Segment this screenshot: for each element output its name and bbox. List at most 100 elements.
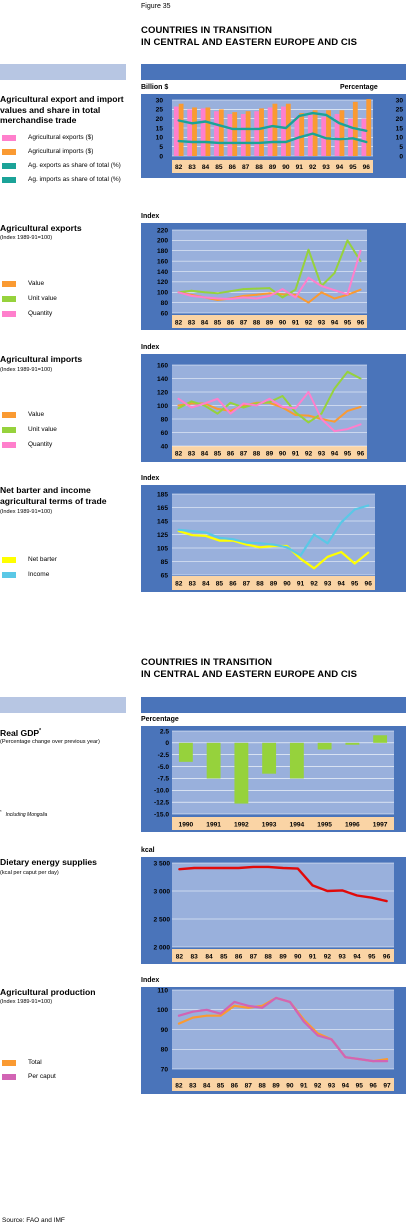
bar	[326, 110, 331, 156]
x-tick-label: 92	[310, 581, 318, 588]
data-point	[282, 867, 284, 869]
x-tick-label: 1995	[317, 822, 332, 829]
x-tick-label: 86	[229, 164, 237, 171]
imports-panel-subtitle: (Index 1989-91=100)	[0, 367, 53, 373]
x-tick-label: 85	[214, 320, 222, 327]
x-tick-label: 82	[175, 581, 183, 588]
y-tick-label: -10.0	[154, 788, 169, 795]
x-tick-label: 87	[243, 581, 251, 588]
x-tick-label: 84	[205, 954, 213, 961]
data-point	[294, 407, 297, 410]
data-point	[271, 125, 274, 128]
x-tick-label: 92	[305, 451, 313, 458]
x-tick-label: 93	[324, 581, 332, 588]
data-point	[242, 402, 245, 405]
x-tick-band	[172, 315, 367, 328]
data-point	[320, 418, 323, 420]
legend-swatch	[2, 281, 16, 287]
y-tick-label: -2.5	[158, 752, 170, 759]
data-point	[268, 397, 271, 400]
gdp-footnote: *Including Mongolia	[0, 809, 47, 818]
data-point	[191, 1010, 194, 1013]
x-tick-band	[172, 576, 375, 590]
x-tick-label: 1990	[179, 822, 194, 829]
data-point	[191, 141, 193, 143]
data-point	[320, 285, 323, 287]
x-tick-label: 94	[331, 320, 339, 327]
gdp-panel-subtitle: (Percentage change over previous year)	[0, 739, 100, 745]
x-tick-label: 1997	[373, 822, 388, 829]
x-tick-label: 90	[286, 1083, 294, 1090]
x-tick-label: 91	[309, 954, 317, 961]
data-point	[296, 867, 299, 870]
data-point	[346, 370, 349, 373]
data-point	[359, 260, 362, 263]
gdp-title-text: Real GDP	[0, 727, 40, 738]
data-point	[386, 1058, 388, 1061]
bar	[173, 106, 179, 156]
data-point	[320, 412, 323, 415]
x-tick-label: 83	[188, 451, 196, 458]
x-tick-label: 85	[215, 164, 223, 171]
x-tick-label: 86	[227, 451, 235, 458]
gdp-footnote-text: Including Mongolia	[5, 811, 48, 818]
data-point	[298, 114, 301, 117]
bar	[361, 118, 367, 156]
legend-swatch	[2, 572, 16, 578]
legend-swatch	[2, 412, 16, 418]
legend-label: Unit value	[28, 426, 57, 433]
data-point	[281, 293, 284, 296]
data-point	[255, 287, 258, 290]
y-tick-label: 65	[161, 572, 169, 579]
data-point	[177, 119, 180, 122]
data-point	[190, 406, 193, 409]
des-unit: kcal	[141, 847, 155, 854]
data-point	[359, 405, 362, 408]
bar	[214, 111, 219, 156]
data-point	[346, 239, 349, 242]
x-tick-label: 95	[356, 1083, 364, 1090]
data-point	[367, 551, 370, 554]
x-tick-label: 82	[175, 451, 183, 458]
data-point	[242, 406, 245, 409]
data-point	[307, 301, 310, 304]
data-point	[244, 128, 247, 130]
y-tick-label: 185	[157, 491, 168, 498]
data-point	[333, 297, 336, 300]
y-tick-label: 85	[161, 559, 169, 566]
y-tick-label: 2.5	[160, 728, 169, 735]
x-tick-label: 1991	[206, 822, 221, 829]
data-point	[219, 1014, 222, 1017]
bar	[206, 742, 221, 779]
y-tick-label: 160	[157, 258, 168, 265]
data-point	[258, 142, 260, 144]
x-tick-label: 82	[176, 954, 184, 961]
header-band-left	[0, 697, 126, 713]
x-tick-label: 89	[270, 581, 278, 588]
bar	[178, 742, 193, 762]
x-tick-label: 1996	[345, 822, 360, 829]
data-point	[344, 1056, 347, 1059]
data-point	[190, 289, 193, 292]
data-point	[346, 293, 349, 296]
data-point	[311, 132, 314, 135]
x-tick-label: 92	[305, 320, 313, 327]
data-point	[272, 543, 275, 546]
y2-tick-label: 15	[396, 125, 404, 132]
data-point	[385, 900, 388, 902]
data-point	[222, 867, 225, 869]
x-tick-label: 94	[336, 164, 344, 171]
x-tick-label: 93	[318, 451, 326, 458]
x-tick-label: 90	[279, 320, 287, 327]
data-point	[372, 1060, 375, 1062]
x-tick-label: 85	[214, 451, 222, 458]
data-point	[218, 539, 221, 542]
data-point	[203, 404, 206, 407]
bar	[366, 99, 372, 156]
data-point	[190, 402, 193, 405]
y2-tick-label: 10	[396, 135, 404, 142]
data-point	[259, 546, 261, 549]
data-point	[294, 296, 297, 299]
x-tick-label: 90	[283, 581, 291, 588]
x-tick-label: 91	[292, 451, 300, 458]
